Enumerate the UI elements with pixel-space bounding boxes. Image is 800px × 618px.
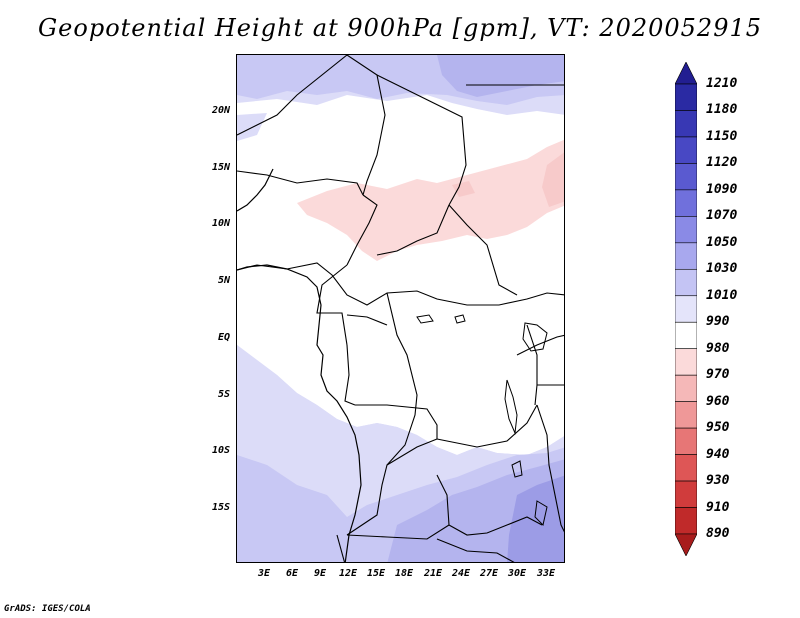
colorbar-band — [675, 83, 697, 111]
colorbar-label: 960 — [706, 393, 730, 409]
map-title: Geopotential Height at 900hPa [gpm], VT:… — [38, 14, 762, 42]
lake-mweru — [511, 460, 523, 478]
lakes — [416, 314, 548, 526]
colorbar-band — [675, 295, 697, 323]
colorbar-label: 930 — [706, 473, 730, 489]
field-pink-streak — [297, 139, 564, 261]
colorbar-label: 1180 — [706, 102, 738, 118]
colorbar-band — [675, 374, 697, 402]
colorbar-band — [675, 268, 697, 297]
lake-small-2 — [454, 314, 466, 324]
colorbar-band — [675, 163, 697, 191]
lon-label-3e: 3E — [257, 568, 271, 579]
colorbar-label: 970 — [706, 367, 730, 383]
colorbar-band — [675, 242, 697, 270]
lon-label-12e: 12E — [338, 568, 358, 579]
lon-label-24e: 24E — [451, 568, 471, 579]
colorbar-band — [675, 348, 697, 376]
lon-label-9e: 9E — [313, 568, 327, 579]
colorbar-band — [675, 110, 697, 138]
field-pink-core — [452, 181, 475, 197]
colorbar-band — [675, 401, 697, 429]
colorbar-band — [675, 189, 697, 217]
colorbar-label: 1150 — [706, 128, 738, 144]
lon-label-33e: 33E — [536, 568, 556, 579]
lake-malawi — [534, 500, 548, 526]
field-south-deep — [507, 475, 564, 562]
colorbar-band — [675, 136, 697, 164]
lat-label-10s: 10S — [211, 445, 230, 456]
lat-label-20n: 20N — [211, 105, 230, 116]
field-pink-east — [542, 152, 564, 207]
colorbar-label: 940 — [706, 446, 730, 462]
field-north-deep — [437, 55, 564, 97]
colorbar-label: 990 — [706, 314, 730, 330]
coastline — [237, 168, 362, 562]
colorbar-band — [675, 216, 697, 244]
lake-tanganyika — [504, 379, 518, 435]
colorbar-label: 1010 — [706, 287, 738, 303]
colorbar-label: 1070 — [706, 208, 738, 224]
colorbar-label: 1210 — [706, 76, 738, 91]
lat-label-eq: EQ — [217, 332, 230, 343]
lat-label-5n: 5N — [217, 275, 230, 286]
colorbar-band — [675, 454, 697, 482]
colorbar-top-arrow — [675, 62, 697, 85]
lat-label-5s: 5S — [217, 389, 230, 400]
colorbar-bottom-arrow — [675, 533, 697, 556]
colorbar-label: 910 — [706, 499, 730, 515]
colorbar-label: 980 — [706, 340, 730, 356]
colorbar — [675, 62, 697, 556]
grads-credit: GrADS: IGES/COLA — [4, 604, 91, 614]
lon-label-15e: 15E — [366, 568, 386, 579]
colorbar-band — [675, 480, 697, 508]
map-panel — [236, 54, 565, 563]
lake-victoria — [522, 322, 548, 352]
colorbar-label: 1120 — [706, 155, 738, 171]
colorbar-band — [675, 427, 697, 455]
colorbar-label: 1090 — [706, 181, 738, 197]
lon-label-27e: 27E — [479, 568, 499, 579]
lat-label-15s: 15S — [211, 502, 230, 513]
colorbar-label: 950 — [706, 420, 730, 436]
colorbar-band — [675, 507, 697, 535]
colorbar-label: 1050 — [706, 234, 738, 250]
lat-label-10n: 10N — [211, 218, 230, 229]
colorbar-band — [675, 321, 697, 350]
field-sw-blue — [237, 495, 277, 562]
lon-label-21e: 21E — [423, 568, 443, 579]
country-borders — [237, 55, 564, 562]
lat-label-15n: 15N — [211, 162, 230, 173]
colorbar-label: 1030 — [706, 261, 738, 277]
lon-label-6e: 6E — [285, 568, 299, 579]
lake-small-1 — [416, 314, 434, 324]
lon-label-18e: 18E — [394, 568, 414, 579]
geopotential-field-svg — [237, 55, 564, 562]
lon-label-30e: 30E — [507, 568, 527, 579]
colorbar-label: 890 — [706, 526, 730, 541]
